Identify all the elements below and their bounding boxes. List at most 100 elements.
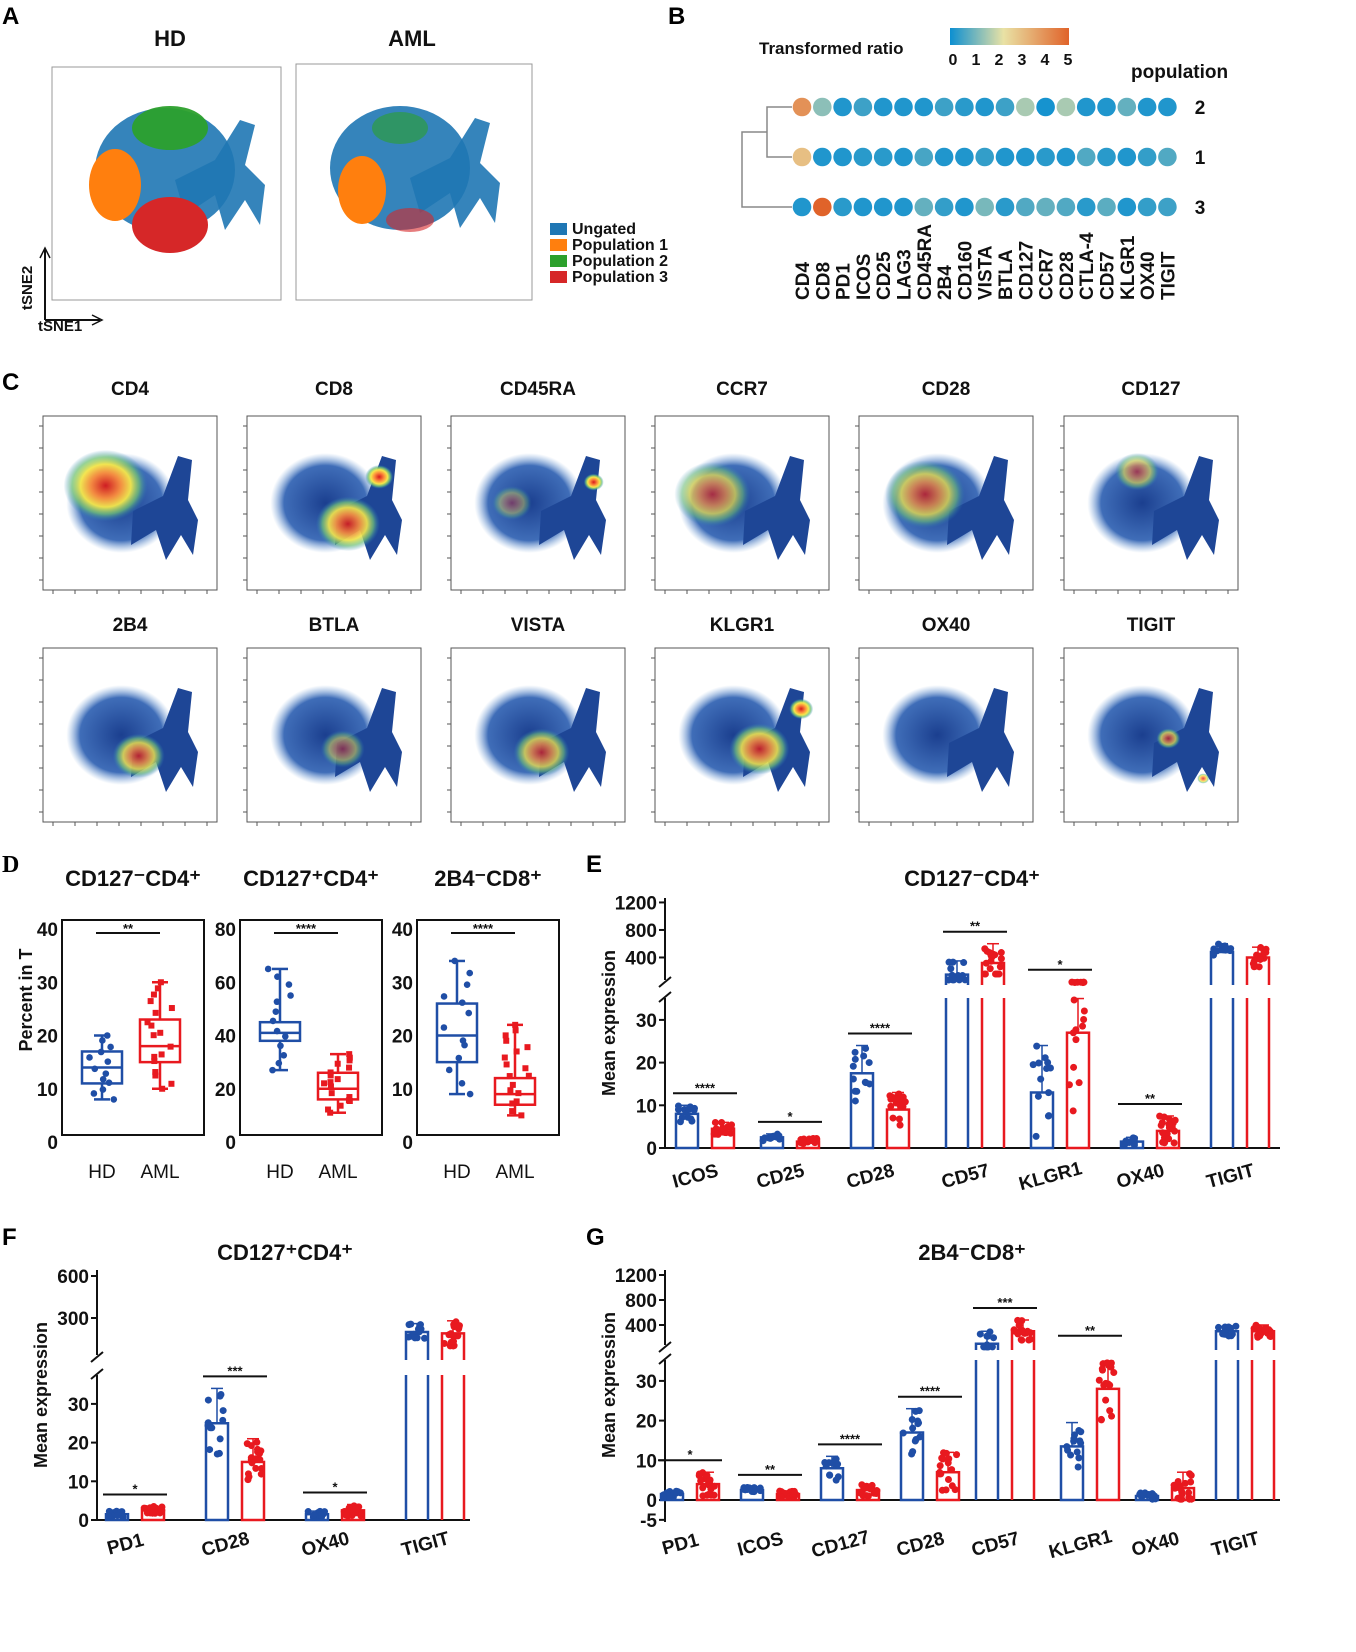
bar-HD-PD1 bbox=[659, 1487, 685, 1502]
heatmap-dot-CD127 bbox=[1016, 197, 1035, 217]
heatmap-dot-LAG3 bbox=[894, 147, 913, 167]
data-point bbox=[458, 999, 466, 1006]
data-point bbox=[466, 1090, 474, 1098]
data-point bbox=[327, 1079, 334, 1086]
data-point bbox=[86, 1054, 93, 1061]
data-point bbox=[1072, 1036, 1080, 1044]
data-point bbox=[916, 1433, 924, 1441]
data-point bbox=[157, 1029, 164, 1036]
data-point bbox=[826, 1471, 834, 1479]
significance-label: **** bbox=[870, 1021, 891, 1036]
heatmap-dot-CD8 bbox=[813, 147, 832, 167]
heatmap-dot-CCR7 bbox=[1036, 197, 1055, 217]
data-point bbox=[761, 1134, 769, 1142]
data-point bbox=[99, 1086, 107, 1093]
tsne-plot-aml bbox=[295, 63, 533, 301]
data-point bbox=[942, 1486, 950, 1494]
heatmap-dot-TIGIT bbox=[1158, 147, 1177, 167]
data-point bbox=[951, 1486, 959, 1494]
marker-label: CD25 bbox=[874, 251, 895, 300]
data-point bbox=[1080, 1007, 1088, 1015]
colorbar-tick: 0 bbox=[949, 52, 958, 69]
data-point bbox=[105, 1079, 113, 1086]
bar-AML-KLGR1 bbox=[1095, 1359, 1121, 1502]
data-point bbox=[158, 1051, 165, 1058]
marker-label: PD1 bbox=[834, 263, 855, 300]
data-point bbox=[861, 1484, 869, 1492]
data-point bbox=[281, 1033, 289, 1040]
data-point bbox=[1130, 1141, 1138, 1149]
data-point bbox=[346, 1051, 353, 1058]
population-row-label: 3 bbox=[1195, 198, 1206, 219]
data-point bbox=[1075, 1079, 1083, 1087]
data-point bbox=[459, 1037, 467, 1044]
legend-swatch bbox=[550, 223, 567, 235]
legend-label: Population 3 bbox=[572, 269, 668, 286]
tsne-population-1-cluster-aml bbox=[338, 156, 386, 224]
y-tick-label: 30 bbox=[392, 973, 413, 994]
data-point bbox=[151, 1058, 158, 1065]
data-point bbox=[1080, 1015, 1088, 1023]
bar-HD-CD127 bbox=[819, 1455, 845, 1502]
data-point bbox=[168, 1080, 175, 1087]
panel-label-c: C bbox=[2, 369, 19, 396]
heatmap-dot-CD4 bbox=[792, 197, 812, 217]
data-point bbox=[1077, 1439, 1085, 1447]
data-point bbox=[152, 1009, 159, 1016]
mean-expression-y-label: Mean expression bbox=[599, 1312, 619, 1458]
panel-label-f: F bbox=[2, 1224, 17, 1251]
data-point bbox=[440, 1024, 448, 1031]
data-point bbox=[1256, 955, 1264, 963]
data-point bbox=[703, 1471, 711, 1479]
marker-tsne-plot-VISTA bbox=[447, 647, 626, 826]
data-point bbox=[219, 1407, 227, 1415]
data-point bbox=[257, 1470, 265, 1478]
marker-plot-title: CD28 bbox=[922, 379, 971, 400]
data-point bbox=[465, 1009, 473, 1017]
heatmap-dot-ICOS bbox=[853, 147, 873, 167]
data-point bbox=[253, 1438, 261, 1446]
data-point bbox=[986, 965, 994, 973]
data-point bbox=[152, 1072, 159, 1079]
data-point bbox=[1102, 1396, 1110, 1404]
heatmap-dot-CD160 bbox=[955, 197, 974, 217]
expression-hotspot bbox=[1156, 728, 1181, 749]
data-point bbox=[248, 1459, 256, 1467]
data-point bbox=[1032, 1132, 1040, 1140]
data-point bbox=[1209, 949, 1217, 957]
marker-label: 2B4 bbox=[935, 265, 956, 300]
data-point bbox=[997, 949, 1005, 957]
marker-label: VISTA bbox=[976, 245, 997, 300]
boxplot-AML bbox=[316, 1051, 360, 1116]
y-tick-label: 40 bbox=[392, 920, 413, 941]
legend-swatch bbox=[550, 271, 567, 283]
x-category-label: HD bbox=[443, 1162, 470, 1183]
data-point bbox=[144, 1019, 151, 1026]
bar-lower-part bbox=[1214, 1360, 1240, 1500]
data-point bbox=[104, 1058, 112, 1065]
y-tick-label: 30 bbox=[636, 1011, 657, 1032]
tsne1-arrow-icon bbox=[91, 314, 104, 326]
y-tick-label: 20 bbox=[636, 1412, 657, 1433]
data-point bbox=[502, 1032, 509, 1039]
y-tick-label: 20 bbox=[68, 1434, 89, 1455]
x-category-label: CD57 bbox=[969, 1528, 1021, 1561]
bar-lower-part bbox=[980, 998, 1006, 1148]
heatmap-dot-CTLA-4 bbox=[1076, 97, 1096, 117]
heatmap-dot-ICOS bbox=[853, 97, 873, 117]
data-point bbox=[1033, 1042, 1041, 1050]
y-tick-label: 0 bbox=[78, 1511, 89, 1532]
y-tick-label: 60 bbox=[215, 973, 236, 994]
data-point bbox=[204, 1396, 212, 1404]
data-point bbox=[990, 1334, 998, 1342]
marker-plot-title: CD45RA bbox=[500, 379, 576, 400]
data-point bbox=[851, 1097, 859, 1105]
data-point bbox=[522, 1065, 529, 1072]
y-tick-label: 10 bbox=[636, 1451, 657, 1472]
bar-AML-OX40 bbox=[340, 1502, 366, 1522]
data-point bbox=[440, 993, 448, 1000]
marker-label: CD57 bbox=[1098, 251, 1119, 300]
tsne-population-3-cluster-aml bbox=[386, 208, 434, 232]
marker-label: TIGIT bbox=[1158, 251, 1179, 300]
bar-AML-CD28 bbox=[885, 1090, 911, 1150]
